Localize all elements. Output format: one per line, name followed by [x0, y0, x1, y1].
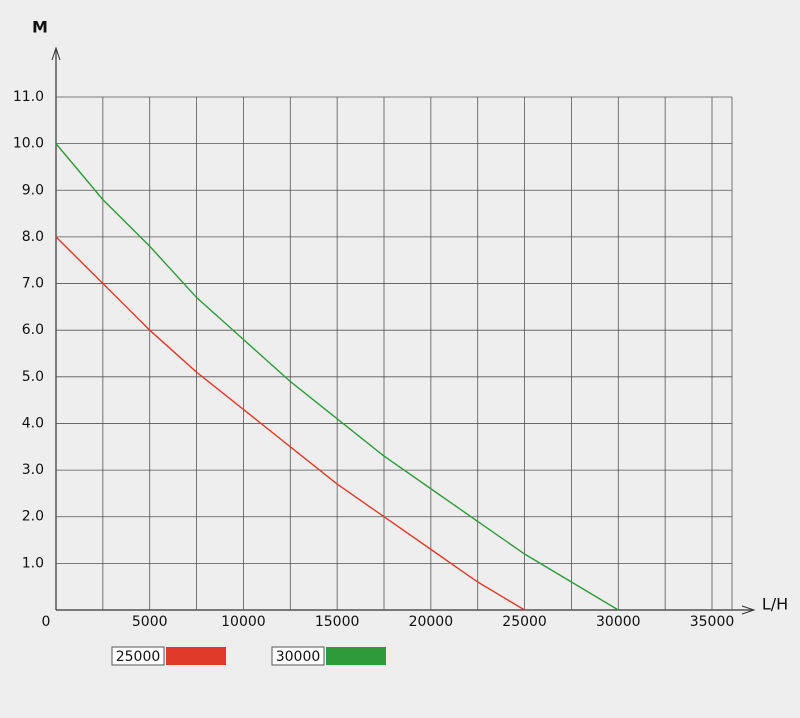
legend-box	[111, 646, 165, 666]
legend-label: 25000	[116, 649, 161, 665]
y-tick-label: 11.0	[13, 89, 44, 105]
y-tick-label: 10.0	[13, 136, 44, 152]
line-series	[55, 143, 619, 611]
y-tick-label: 7.0	[22, 276, 44, 292]
legend-label: 30000	[276, 649, 321, 665]
x-axis-label: L/H	[762, 595, 788, 614]
y-tick-label: 4.0	[22, 415, 44, 431]
y-tick-label: 2.0	[22, 509, 44, 525]
x-tick-label: 25000	[502, 614, 547, 630]
x-axis-arrow	[741, 605, 756, 615]
y-tick-label: 6.0	[22, 322, 44, 338]
y-tick-label: 5.0	[22, 369, 44, 385]
x-tick-label: 5000	[132, 614, 168, 630]
x-tick-label: 30000	[596, 614, 641, 630]
y-axis-label: M	[32, 18, 48, 37]
legend-swatch	[326, 647, 386, 665]
y-tick-label: 9.0	[22, 182, 44, 198]
y-tick-label: 1.0	[22, 555, 44, 571]
y-axis-arrow	[51, 46, 61, 61]
x-tick-label: 35000	[690, 614, 735, 630]
x-tick-label: 20000	[409, 614, 454, 630]
legend-box	[271, 646, 325, 666]
x-tick-label: 15000	[315, 614, 360, 630]
line-series	[55, 236, 525, 611]
y-tick-label: 3.0	[22, 462, 44, 478]
legend-swatch	[166, 647, 226, 665]
x-tick-label: 0	[42, 614, 51, 630]
y-tick-label: 8.0	[22, 229, 44, 245]
x-tick-label: 10000	[221, 614, 266, 630]
